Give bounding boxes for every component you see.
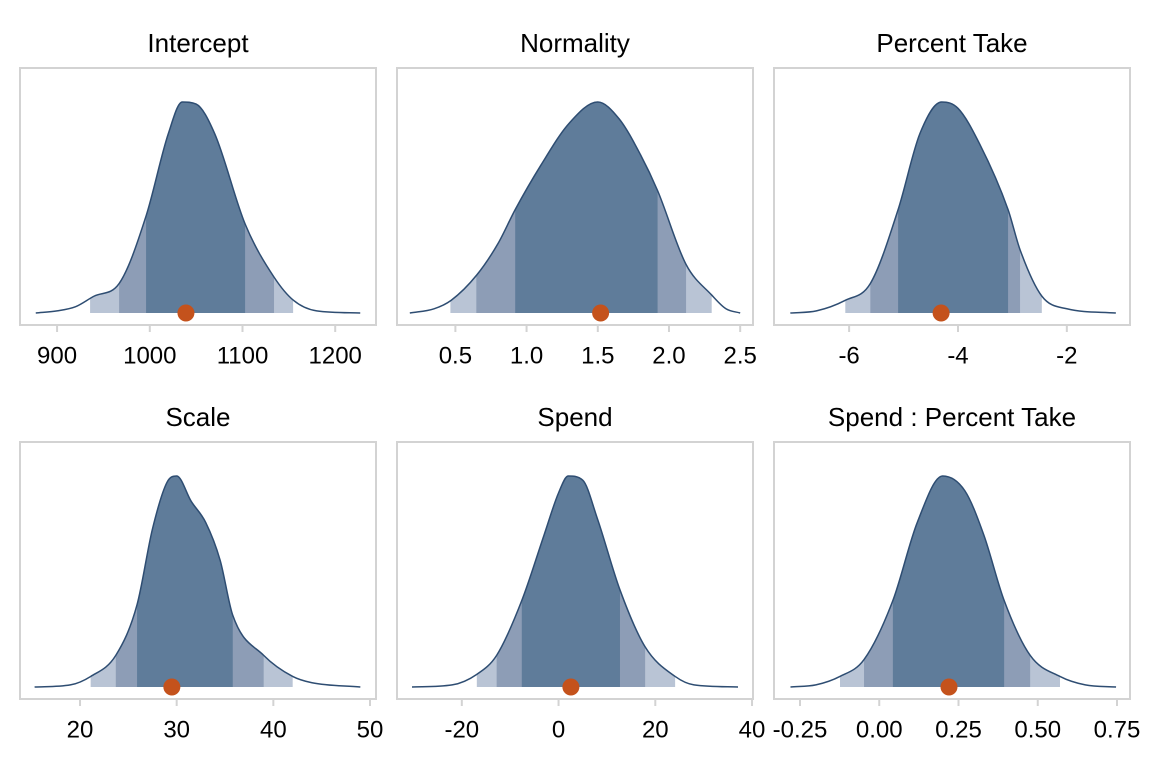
x-tick-label: 0.5 — [439, 342, 472, 369]
panel: Spend -20 0 20 40 — [396, 402, 766, 743]
x-tick-label: 2.0 — [652, 342, 685, 369]
density-line — [35, 101, 361, 314]
density-line — [409, 101, 741, 314]
panel-frame — [773, 67, 1131, 326]
density-line — [411, 475, 739, 688]
panel: Normality 0.5 1.0 1.5 2.0 2.5 — [396, 28, 757, 369]
x-tick-label: 0.50 — [1014, 716, 1061, 743]
x-tick-label: 0.00 — [856, 716, 903, 743]
interval-band — [521, 476, 620, 687]
x-tick-label: -6 — [838, 342, 859, 369]
x-tick-label: 1.5 — [581, 342, 614, 369]
panel-frame — [773, 441, 1131, 700]
panel-title: Spend — [537, 402, 612, 432]
interval-band — [515, 102, 658, 313]
panel-frame — [19, 67, 377, 326]
density-line — [790, 101, 1116, 314]
x-tick-label: 0.75 — [1094, 716, 1141, 743]
density-line — [34, 475, 361, 688]
point-estimate — [562, 678, 580, 696]
interval-band — [137, 476, 233, 687]
x-tick-label: 20 — [642, 716, 669, 743]
interval-band — [892, 476, 1005, 687]
x-tick-label: 40 — [739, 716, 766, 743]
interval-band — [146, 102, 246, 313]
x-tick-label: -4 — [947, 342, 968, 369]
interval-band — [898, 102, 1009, 313]
x-tick-label: 40 — [260, 716, 287, 743]
x-tick-label: 2.5 — [723, 342, 756, 369]
panel-frame — [396, 441, 754, 700]
panel-frame — [19, 441, 377, 700]
x-tick-label: 1100 — [217, 342, 269, 369]
x-tick-label: 900 — [37, 342, 77, 369]
panel-title: Percent Take — [876, 28, 1027, 58]
point-estimate — [177, 304, 195, 322]
point-estimate — [592, 304, 610, 322]
panel: Spend : Percent Take -0.25 0.00 0.25 0.50 0.7… — [773, 402, 1141, 743]
x-tick-label: 1200 — [309, 342, 362, 369]
x-tick-label: -2 — [1056, 342, 1077, 369]
panel: Scale 20 30 40 50 — [19, 402, 384, 743]
point-estimate — [932, 304, 950, 322]
panel-title: Scale — [165, 402, 230, 432]
x-tick-label: 20 — [67, 716, 94, 743]
point-estimate — [940, 678, 958, 696]
panel-title: Spend : Percent Take — [828, 402, 1076, 432]
x-tick-label: 1.0 — [510, 342, 543, 369]
point-estimate — [163, 678, 181, 696]
panel-title: Normality — [520, 28, 630, 58]
panel-frame — [396, 67, 754, 326]
x-tick-label: -20 — [444, 716, 479, 743]
panel: Percent Take -6 -4 -2 — [773, 28, 1131, 369]
panel-title: Intercept — [147, 28, 249, 58]
x-tick-label: 50 — [357, 716, 384, 743]
panel: Intercept 900 1000 1100 1200 — [19, 28, 377, 369]
x-tick-label: 0.25 — [935, 716, 982, 743]
x-tick-label: 1000 — [123, 342, 176, 369]
density-line — [790, 475, 1117, 688]
x-tick-label: 0 — [552, 716, 565, 743]
x-tick-label: 30 — [163, 716, 190, 743]
x-tick-label: -0.25 — [773, 716, 828, 743]
